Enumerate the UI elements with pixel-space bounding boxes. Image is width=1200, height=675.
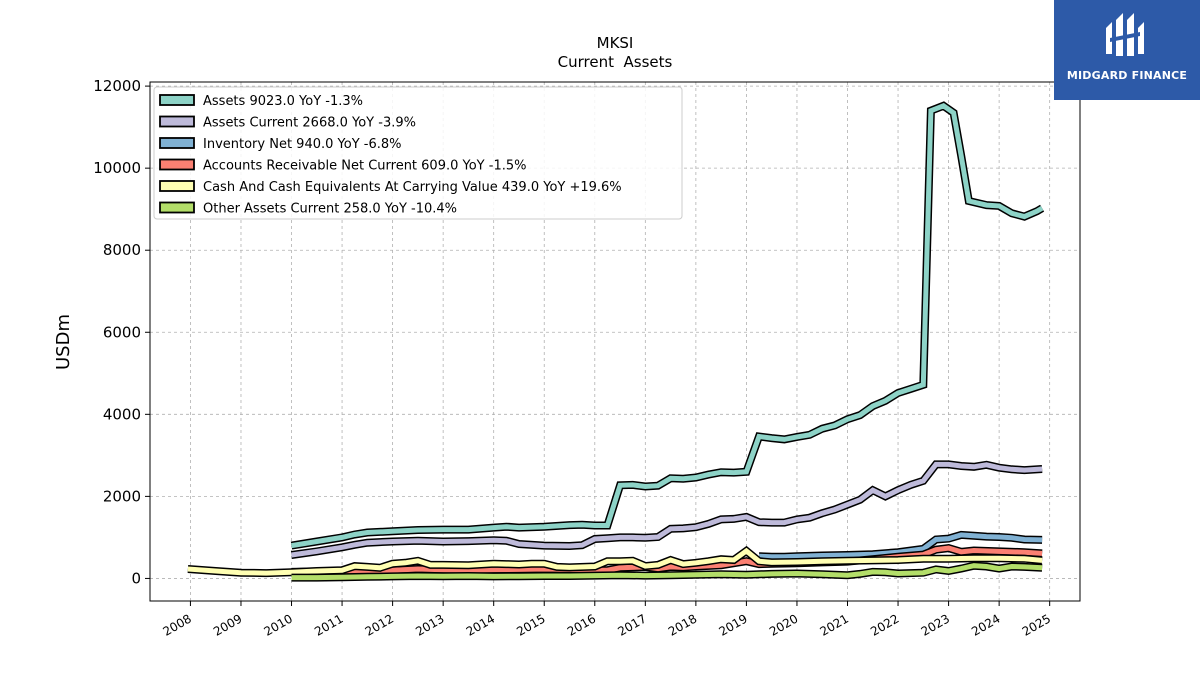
x-tick-label: 2023 — [919, 611, 952, 638]
chart-title: MKSI — [597, 34, 634, 52]
series-stroke — [291, 461, 1043, 558]
x-tick-label: 2024 — [969, 611, 1002, 638]
series-line — [758, 530, 1043, 561]
y-tick-label: 6000 — [103, 323, 141, 341]
y-tick-label: 0 — [131, 569, 141, 587]
legend-swatch — [159, 115, 195, 128]
y-tick-label: 12000 — [93, 77, 141, 95]
y-tick-label: 2000 — [103, 487, 141, 505]
series-stroke — [291, 102, 1044, 549]
legend-label: Inventory Net 940.0 YoY -6.8% — [203, 137, 402, 152]
x-tick-label: 2025 — [1020, 611, 1053, 638]
series-stroke — [758, 532, 1043, 560]
x-tick-label: 2018 — [666, 611, 699, 638]
x-tick-label: 2019 — [716, 611, 749, 638]
x-tick-label: 2020 — [767, 611, 800, 638]
legend: Assets 9023.0 YoY -1.3% Assets Current 26… — [153, 86, 683, 220]
x-tick-label: 2015 — [514, 611, 547, 638]
y-axis: 0 2000 4000 6000 8000 10000 12000 — [93, 77, 150, 587]
x-tick-label: 2021 — [818, 611, 851, 638]
series-stroke — [291, 563, 1043, 581]
y-axis-label: USDm — [53, 314, 74, 370]
series-line — [290, 101, 1045, 550]
x-axis: 2008 2009 2010 2011 2012 2013 2014 2015 2016 2017… — [160, 601, 1053, 639]
y-tick-label: 8000 — [103, 241, 141, 259]
legend-label: Accounts Receivable Net Current 609.0 Yo… — [203, 159, 526, 174]
chart-subtitle: Current Assets — [558, 53, 673, 71]
plot-frame — [149, 81, 1081, 602]
series-layer — [187, 101, 1045, 582]
x-tick-label: 2011 — [312, 611, 345, 638]
x-tick-label: 2017 — [615, 611, 648, 638]
legend-label: Assets 9023.0 YoY -1.3% — [203, 94, 363, 109]
y-tick-label: 4000 — [103, 405, 141, 423]
series-line — [290, 460, 1043, 559]
legend-label: Cash And Cash Equivalents At Carrying Va… — [203, 180, 622, 195]
legend-box — [153, 86, 683, 220]
legend-label: Assets Current 2668.0 YoY -3.9% — [203, 116, 416, 131]
series-stroke — [187, 547, 1043, 576]
x-tick-label: 2022 — [868, 611, 901, 638]
series-line — [291, 561, 1043, 582]
x-tick-label: 2009 — [211, 611, 244, 638]
x-tick-label: 2014 — [464, 611, 497, 638]
midgard-logo-icon — [1106, 13, 1144, 56]
legend-swatch — [159, 137, 195, 149]
x-tick-label: 2016 — [565, 611, 598, 638]
legend-swatch — [159, 94, 195, 106]
series-line — [187, 545, 1043, 578]
brand-name: MIDGARD FINANCE — [1066, 69, 1188, 82]
legend-swatch — [159, 180, 195, 192]
x-tick-label: 2012 — [363, 611, 396, 638]
x-tick-label: 2010 — [262, 611, 295, 638]
legend-swatch — [159, 158, 195, 171]
legend-swatch — [159, 201, 195, 214]
y-tick-label: 10000 — [93, 159, 141, 177]
brand-logo: MIDGARD FINANCE — [1054, 0, 1200, 100]
x-tick-label: 2008 — [160, 611, 193, 638]
legend-label: Other Assets Current 258.0 YoY -10.4% — [203, 202, 457, 217]
x-tick-label: 2013 — [413, 611, 446, 638]
